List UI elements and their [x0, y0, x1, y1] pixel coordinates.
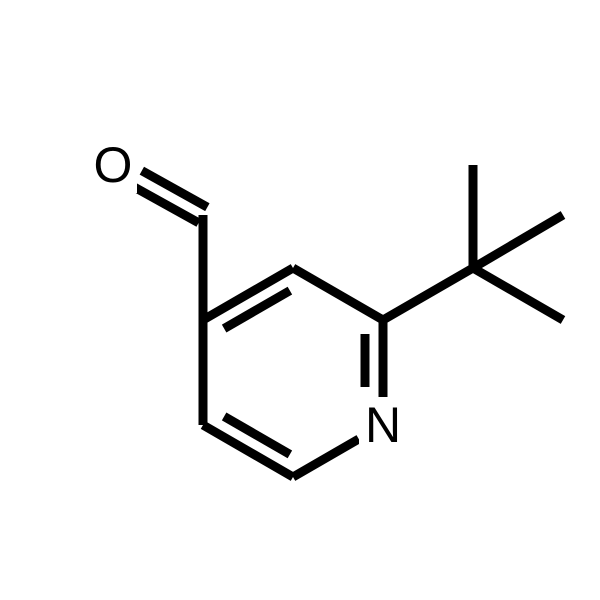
bond-inner	[224, 291, 290, 329]
bond	[473, 268, 563, 320]
bond	[293, 268, 383, 320]
atom-label: N	[365, 397, 401, 453]
bond	[383, 268, 473, 320]
molecule-diagram: ON	[0, 0, 600, 600]
bond	[293, 439, 359, 477]
bond	[473, 215, 563, 268]
bond-inner	[224, 416, 290, 454]
atom-label: O	[94, 137, 133, 193]
